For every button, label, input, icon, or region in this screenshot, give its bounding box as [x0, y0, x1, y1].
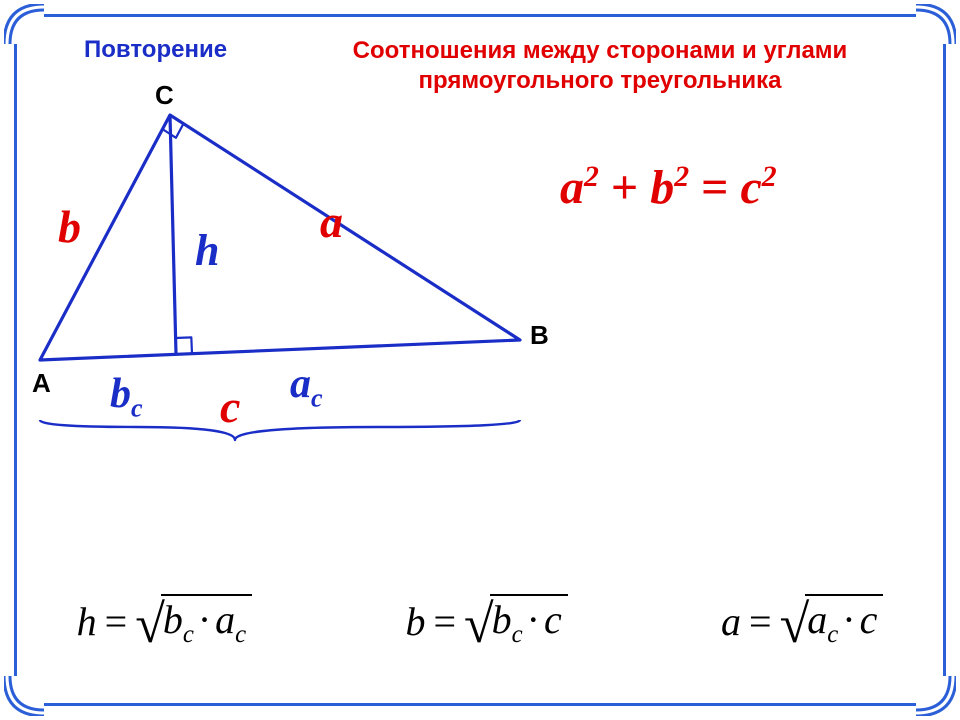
formula-row: h=√bc·ac b=√bc·c a=√ac·c — [0, 590, 960, 652]
formula: h=√bc·ac — [77, 590, 253, 652]
corner-br — [916, 676, 956, 716]
formula: b=√bc·c — [405, 590, 567, 652]
corner-bl — [4, 676, 44, 716]
triangle-diagram — [0, 0, 960, 500]
pythagoras-formula: a2 + b2 = c2 — [560, 160, 777, 215]
formula: a=√ac·c — [721, 590, 883, 652]
